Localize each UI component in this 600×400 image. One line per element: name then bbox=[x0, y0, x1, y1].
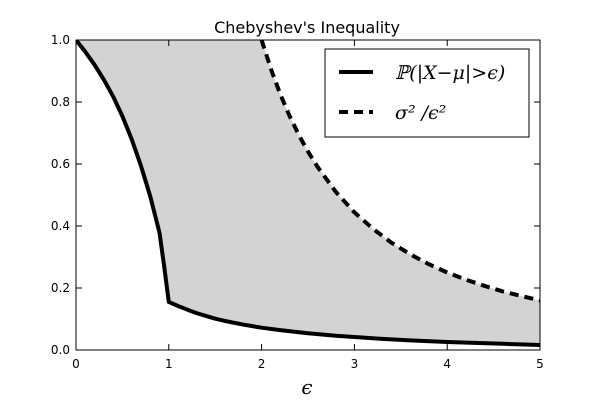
y-tick-label: 0.6 bbox=[51, 157, 70, 171]
chart-title: Chebyshev's Inequality bbox=[214, 18, 400, 37]
x-tick-label: 0 bbox=[72, 357, 80, 371]
x-tick-label: 3 bbox=[351, 357, 359, 371]
y-tick-label: 0.4 bbox=[51, 219, 70, 233]
x-tick-label: 5 bbox=[536, 357, 544, 371]
y-tick-label: 0.0 bbox=[51, 343, 70, 357]
legend-box bbox=[324, 48, 530, 138]
y-tick-label: 1.0 bbox=[51, 33, 70, 47]
probability-line bbox=[76, 40, 540, 348]
y-tick-label: 0.8 bbox=[51, 95, 70, 109]
x-tick-label: 1 bbox=[165, 357, 173, 371]
legend-label-probability: ℙ(|X−μ|>ϵ) bbox=[395, 62, 505, 84]
plot-frame bbox=[75, 39, 541, 351]
x-tick-label: 4 bbox=[443, 357, 451, 371]
chebyshev-bound-line bbox=[259, 40, 540, 303]
x-axis-label: ϵ bbox=[301, 375, 312, 399]
y-tick-label: 0.2 bbox=[51, 281, 70, 295]
shaded-region bbox=[76, 40, 540, 346]
x-tick-label: 2 bbox=[258, 357, 266, 371]
legend-label-bound: σ² /ϵ² bbox=[395, 102, 446, 124]
